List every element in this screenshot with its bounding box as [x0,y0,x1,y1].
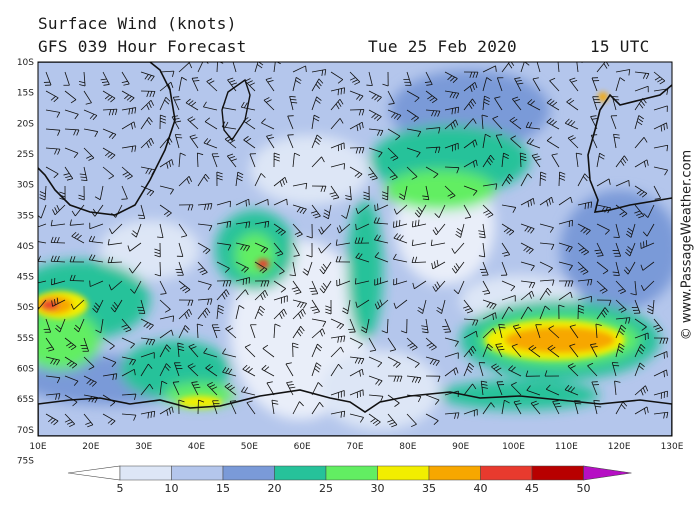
lat-label: 50S [17,303,34,313]
lon-label: 50E [241,442,258,452]
colorbar-label: 5 [117,482,124,495]
lat-label: 35S [17,211,34,221]
copyright-notice: © www.PassageWeather.com [679,149,695,341]
lat-label: 20S [17,119,34,129]
australia-coastline [587,84,672,213]
forecast-label: GFS 039 Hour Forecast [38,37,247,56]
wind-barbs [38,62,669,428]
colorbar-label: 25 [319,482,333,495]
lat-label: 45S [17,273,34,283]
colorbar-segment [480,465,533,481]
lat-label: 10S [17,58,34,68]
lon-label: 70E [346,442,363,452]
lon-label: 110E [555,442,578,452]
colorbar-segment [325,465,378,481]
colorbar-label: 40 [474,482,488,495]
lon-label: 60E [294,442,311,452]
lat-label: 30S [17,181,34,191]
lon-label: 80E [399,442,416,452]
colorbar-segment [274,465,327,481]
lat-label: 25S [17,150,34,160]
map-frame [37,61,673,437]
lon-label: 90E [452,442,469,452]
longitude-labels: 10E 20E 30E 40E 50E 60E 70E 80E 90E 100E 110E 120E 1… [29,442,683,452]
lon-label: 100E [502,442,525,452]
lat-label: 55S [17,334,34,344]
colorbar-label: 45 [525,482,539,495]
colorbar-high-end [583,465,632,481]
lon-label: 10E [29,442,46,452]
colorbar-segment [119,465,172,481]
colorbar-label: 35 [422,482,436,495]
lon-label: 30E [135,442,152,452]
colorbar-segment [531,465,584,481]
colorbar-label: 20 [268,482,282,495]
lat-label: 70S [17,426,34,436]
madagascar-coastline [221,78,251,142]
colorbar-label: 15 [216,482,230,495]
lat-label: 15S [17,89,34,99]
forecast-date: Tue 25 Feb 2020 [368,37,517,56]
africa-coastline [38,62,176,216]
colorbar-label: 50 [577,482,591,495]
lat-label: 60S [17,365,34,375]
wind-speed-colorbar: 5 10 15 20 25 30 35 40 45 50 [67,465,632,495]
lon-label: 20E [82,442,99,452]
lat-label: 65S [17,395,34,405]
map-title: Surface Wind (knots) [38,14,237,33]
colorbar-segment [171,465,224,481]
antarctica-coastline [38,389,672,436]
wind-speed-field [38,62,672,436]
colorbar-low-end [67,465,121,481]
colorbar-segment [377,465,430,481]
latitude-labels: 10S 15S 20S 25S 30S 35S 40S 45S 50S 55S 60S 65S 70S 7… [17,58,34,467]
colorbar-label: 10 [165,482,179,495]
forecast-time: 15 UTC [590,37,650,56]
colorbar-segment [222,465,275,481]
lat-label: 40S [17,242,34,252]
lon-label: 120E [608,442,631,452]
colorbar-segment [428,465,481,481]
lon-label: 40E [188,442,205,452]
colorbar-label: 30 [371,482,385,495]
lat-label: 75S [17,457,34,467]
lon-label: 130E [661,442,684,452]
